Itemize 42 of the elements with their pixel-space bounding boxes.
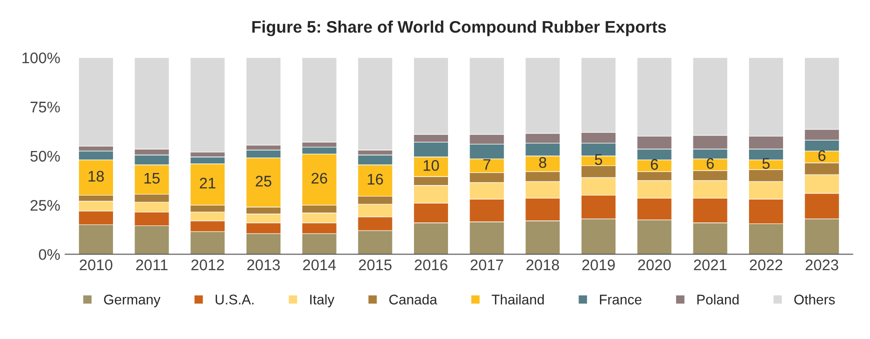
x-tick-label: 2010 — [80, 260, 112, 270]
x-tick-label: 2022 — [750, 260, 782, 270]
y-tick-label: 25% — [30, 200, 60, 211]
data-label: 21 — [200, 178, 216, 188]
y-tick-label: 100% — [22, 52, 60, 64]
legend-label: Others — [794, 294, 835, 304]
x-tick-label: 2019 — [582, 260, 615, 270]
legend-label: France — [600, 294, 642, 304]
data-label: 26 — [312, 172, 328, 184]
x-tick-label: 2020 — [638, 260, 671, 270]
legend-label: U.S.A. — [216, 294, 254, 304]
y-tick-label: 75% — [30, 102, 60, 112]
x-tick-label: 2021 — [694, 260, 726, 270]
x-tick-label: 2014 — [303, 260, 336, 270]
legend-label: Germany — [104, 294, 160, 308]
data-label: 8 — [539, 157, 546, 168]
x-tick-label: 2016 — [414, 260, 448, 270]
data-label: 18 — [88, 170, 104, 182]
x-tick-label: 2012 — [191, 260, 224, 270]
x-tick-label: 2023 — [806, 260, 838, 270]
data-label: 16 — [368, 174, 383, 185]
data-label: 10 — [424, 160, 439, 171]
legend-label: Thailand — [492, 294, 544, 304]
data-label: 5 — [594, 154, 602, 165]
data-label: 25 — [256, 176, 272, 187]
legend-label: Poland — [697, 294, 739, 304]
x-tick-label: 2018 — [526, 260, 560, 270]
data-label: 15 — [144, 172, 160, 184]
x-tick-label: 2015 — [358, 260, 392, 270]
x-tick-label: 2013 — [247, 260, 280, 270]
y-tick-label: 50% — [30, 150, 60, 162]
legend-label: Canada — [389, 294, 438, 304]
legend-label: Italy — [310, 294, 334, 308]
y-tick-label: 0% — [38, 249, 60, 260]
x-tick-label: 2017 — [470, 260, 504, 270]
data-label: 6 — [650, 159, 658, 170]
data-label: 6 — [818, 150, 826, 162]
data-label: 5 — [762, 158, 770, 169]
data-label: 7 — [483, 159, 490, 170]
x-tick-label: 2011 — [136, 260, 168, 270]
data-label: 6 — [706, 158, 714, 169]
chart-title: Figure 5: Share of World Compound Rubber Exports — [252, 20, 666, 36]
